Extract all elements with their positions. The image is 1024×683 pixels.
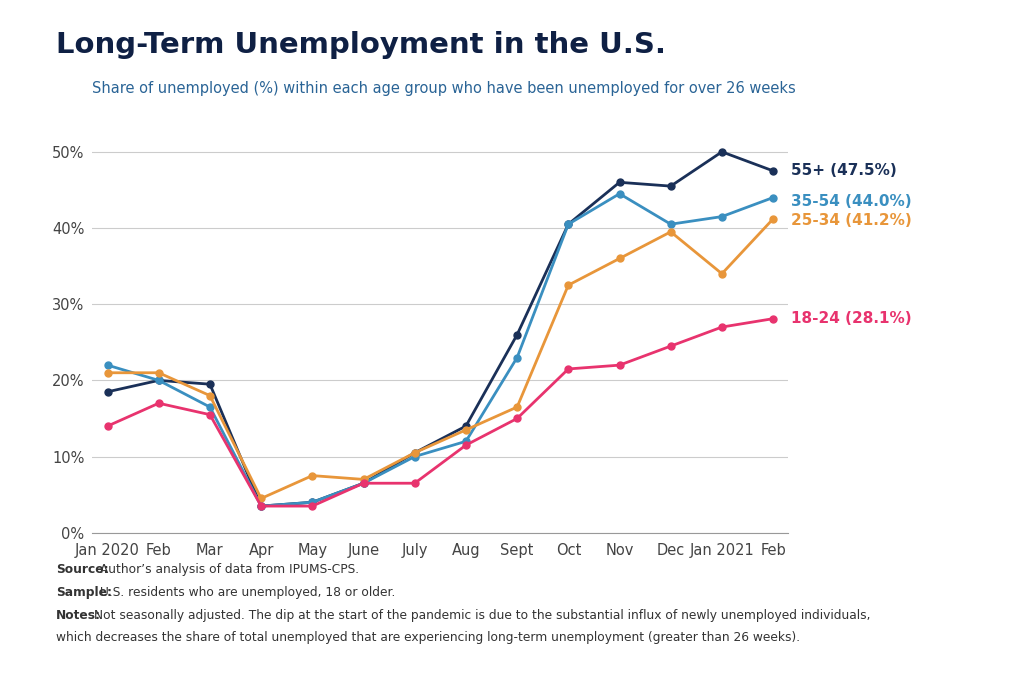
Text: which decreases the share of total unemployed that are experiencing long-term un: which decreases the share of total unemp… — [56, 631, 801, 644]
Text: Source:: Source: — [56, 563, 109, 576]
Text: 55+ (47.5%): 55+ (47.5%) — [791, 163, 897, 178]
Text: U.S. residents who are unemployed, 18 or older.: U.S. residents who are unemployed, 18 or… — [96, 586, 395, 599]
Text: Author’s analysis of data from IPUMS-CPS.: Author’s analysis of data from IPUMS-CPS… — [96, 563, 358, 576]
Text: 25-34 (41.2%): 25-34 (41.2%) — [791, 213, 911, 228]
Text: Notes:: Notes: — [56, 609, 101, 622]
Text: 18-24 (28.1%): 18-24 (28.1%) — [791, 311, 911, 326]
Text: Sample:: Sample: — [56, 586, 113, 599]
Text: Long-Term Unemployment in the U.S.: Long-Term Unemployment in the U.S. — [56, 31, 667, 59]
Text: 35-54 (44.0%): 35-54 (44.0%) — [791, 194, 911, 209]
Text: Share of unemployed (%) within each age group who have been unemployed for over : Share of unemployed (%) within each age … — [92, 81, 796, 96]
Text: Not seasonally adjusted. The dip at the start of the pandemic is due to the subs: Not seasonally adjusted. The dip at the … — [90, 609, 870, 622]
